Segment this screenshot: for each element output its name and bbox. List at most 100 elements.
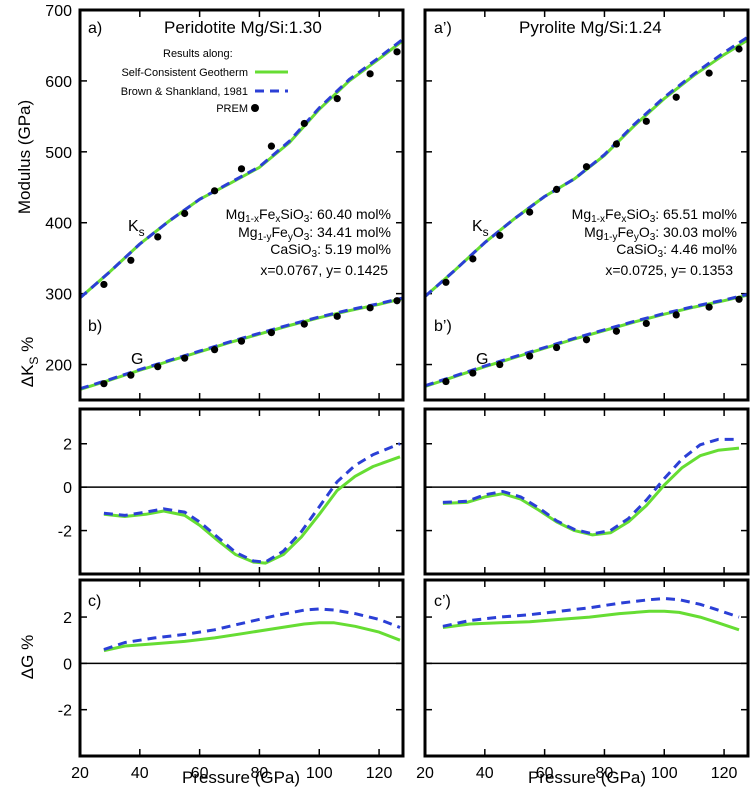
prem-point (442, 278, 450, 286)
prem-point (181, 354, 189, 362)
c1s3: 3 (304, 214, 310, 225)
x-tick-label: 40 (476, 765, 494, 782)
panel-a-prime-xy: x=0.0725, y= 0.1353 (605, 262, 733, 278)
d2a: Mg (584, 224, 603, 240)
panel-a-prime-ks-label: Ks (472, 218, 489, 239)
prem-point (672, 93, 680, 101)
series-geotherm-line (442, 609, 740, 632)
d2s3: 3 (650, 232, 656, 243)
y-axis-label-delta-ks: ΔKS % (18, 337, 41, 388)
c1s1: 1-x (245, 214, 259, 225)
y-tick-label: -2 (58, 703, 72, 720)
panel-c-prime-label: c’) (434, 593, 451, 610)
prem-point (735, 295, 743, 303)
panel-3 (423, 407, 750, 576)
prem-point (705, 69, 713, 77)
panel-1 (423, 8, 750, 402)
panel-2: -2 0 2 (58, 407, 405, 576)
panel-a-composition-1: Mg1-xFexSiO3: 60.40 mol% (226, 206, 391, 225)
series-brown-shankland-line (442, 437, 739, 536)
prem-point (526, 352, 534, 360)
d2b: Fe (617, 224, 634, 240)
prem-point (366, 70, 374, 78)
c3s: 3 (312, 249, 318, 260)
d1s1: 1-x (591, 214, 605, 225)
prem-point (100, 380, 108, 388)
prem-point (469, 369, 477, 377)
prem-point (612, 140, 621, 148)
d3a: CaSiO (616, 241, 657, 257)
d3v: : 4.46 mol% (663, 241, 737, 257)
prem-point (237, 165, 246, 173)
panel-frame (423, 578, 750, 758)
series-brown-shankland-line (424, 292, 749, 388)
panel-a-composition-2: Mg1-yFeyO3: 34.41 mol% (238, 224, 391, 243)
d1c: SiO (626, 206, 649, 222)
panel-c-label: c) (88, 593, 101, 610)
panel-0: 200 300 400 500 600 700 (45, 3, 405, 402)
panel-a-ks-main: K (128, 218, 139, 235)
prem-point (552, 343, 561, 352)
x-axis-label-left: Pressure (GPa) (182, 768, 300, 787)
x-tick-label: 80 (251, 765, 269, 782)
c2c: O (293, 224, 304, 240)
panel-a-ks-sub: s (139, 225, 145, 239)
series-brown-shankland-line (103, 442, 401, 564)
x-tick-label: 80 (596, 765, 614, 782)
prem-point (210, 187, 219, 195)
prem-point (642, 117, 650, 125)
y-axis-label-modulus: Modulus (GPa) (15, 100, 34, 214)
d2s1: 1-y (604, 232, 618, 243)
y-tick-label: 0 (63, 480, 72, 497)
series-geotherm-line (103, 455, 401, 565)
prem-point (705, 303, 713, 311)
c1s2: x (275, 214, 280, 225)
y-tick-label: -2 (58, 524, 72, 541)
c2a: Mg (238, 224, 257, 240)
panel-a-composition-3: CaSiO3: 5.19 mol% (270, 241, 391, 260)
panel-a-prime-title: Pyrolite Mg/Si:1.24 (519, 18, 662, 37)
x-tick-label: 20 (71, 765, 89, 782)
panel-a-title: Peridotite Mg/Si:1.30 (164, 18, 322, 37)
c2b: Fe (271, 224, 288, 240)
panel-a-prime-composition-2: Mg1-yFeyO3: 30.03 mol% (584, 224, 737, 243)
series-brown-shankland-line (103, 607, 401, 651)
panel-a-prime-annotations: a’) Pyrolite Mg/Si:1.24 Ks G Mg1-xFexSiO… (434, 18, 737, 368)
d2c: O (639, 224, 650, 240)
prem-point (496, 231, 504, 240)
chart-layer: 200 300 400 500 600 700 -2 0 2 -2 0 2 20 40 60 80 100 120… (45, 3, 750, 782)
y-axis-label-delta-ks-pct: % (18, 337, 37, 357)
c3a: CaSiO (270, 241, 311, 257)
panel-a-xy: x=0.0767, y= 0.1425 (260, 262, 388, 278)
c1a: Mg (226, 206, 245, 222)
prem-point (333, 95, 341, 103)
d2v: : 30.03 mol% (655, 224, 737, 240)
prem-point (267, 329, 276, 337)
prem-point (210, 346, 219, 354)
series-geotherm-line (442, 446, 740, 537)
prem-point (552, 185, 561, 193)
panel-a-prime-composition-3: CaSiO3: 4.46 mol% (616, 241, 737, 260)
panel-a-prime-g-label: G (476, 351, 488, 368)
c1b: Fe (259, 206, 276, 222)
prem-point (672, 311, 680, 319)
x-tick-label: 60 (536, 765, 554, 782)
x-tick-label: 100 (306, 765, 333, 782)
panel-b-prime-label: b’) (434, 318, 452, 335)
x-tick-label: 120 (711, 765, 738, 782)
y-tick-label: 0 (63, 656, 72, 673)
series-geotherm-line (79, 39, 404, 300)
prem-point (612, 327, 621, 335)
panel-a-prime-ks-main: K (472, 218, 483, 235)
series-geotherm-line (103, 621, 401, 653)
panel-a-prime-label: a’) (434, 20, 452, 37)
legend-label-prem: PREM (216, 103, 248, 115)
y-axis-label-delta-g: ΔG % (18, 635, 37, 679)
prem-point (582, 336, 591, 344)
d1a: Mg (572, 206, 591, 222)
y-tick-label: 500 (45, 145, 72, 162)
x-tick-label: 20 (416, 765, 434, 782)
d1s3: 3 (650, 214, 656, 225)
c2s3: 3 (304, 232, 310, 243)
